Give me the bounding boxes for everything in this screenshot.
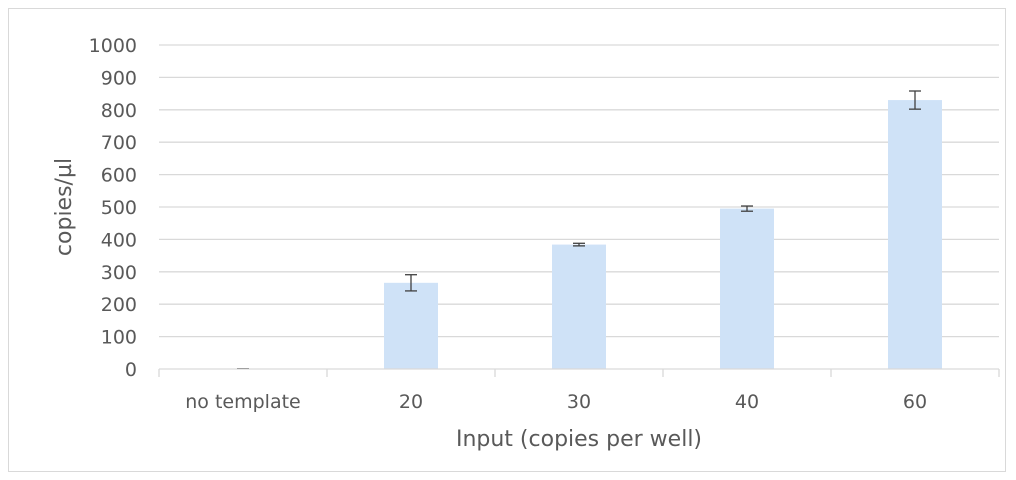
y-tick-label: 400: [101, 229, 137, 251]
error-bar: [573, 242, 585, 247]
x-tick-label: 20: [399, 391, 423, 413]
bars: [216, 100, 942, 369]
bar: [720, 208, 774, 369]
error-bar: [405, 274, 417, 292]
bar: [384, 282, 438, 369]
x-axis-title: Input (copies per well): [456, 427, 702, 452]
y-tick-label: 600: [101, 165, 137, 187]
y-axis-title: copies/µl: [52, 158, 77, 256]
x-tick-label: 30: [567, 391, 591, 413]
y-tick-label: 700: [101, 132, 137, 154]
y-tick-label: 500: [101, 197, 137, 219]
y-tick-label: 200: [101, 294, 137, 316]
error-bar: [741, 205, 753, 212]
y-tick-label: 800: [101, 100, 137, 122]
x-tick-label: 60: [903, 391, 927, 413]
y-tick-labels: 0 100 200 300 400 500 600 700 800 900 1000: [89, 35, 137, 381]
y-tick-label: 300: [101, 262, 137, 284]
x-tick-label: 40: [735, 391, 759, 413]
y-tick-label: 1000: [89, 35, 137, 57]
y-tick-label: 900: [101, 67, 137, 89]
y-tick-label: 0: [125, 359, 137, 381]
x-axis: [158, 368, 1000, 377]
x-tick-labels: no template 20 30 40 60: [185, 391, 927, 413]
x-tick-label: no template: [185, 391, 300, 413]
error-bar: [909, 90, 921, 110]
bar: [888, 100, 942, 369]
gridlines: [159, 44, 999, 338]
bar: [552, 244, 606, 369]
y-tick-label: 100: [101, 327, 137, 349]
